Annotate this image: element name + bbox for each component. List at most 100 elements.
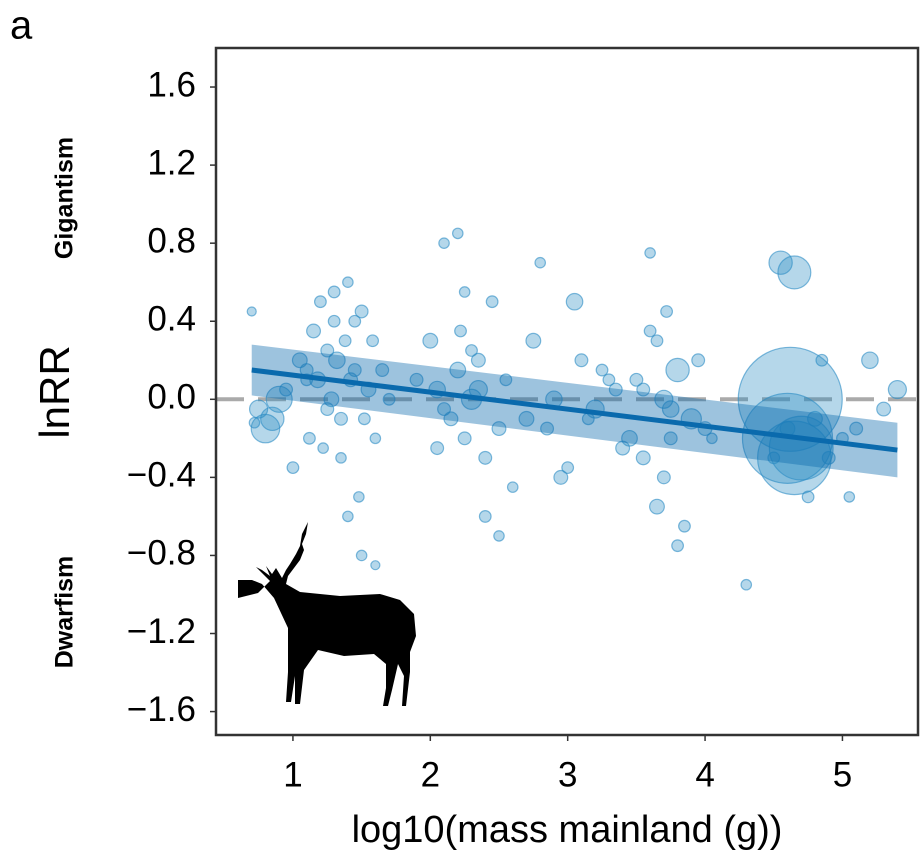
point — [370, 560, 381, 571]
point — [663, 431, 678, 446]
point — [629, 372, 644, 387]
x-tick-label: 5 — [833, 755, 852, 794]
point — [449, 361, 467, 379]
point — [328, 351, 346, 370]
y-tick-label: 0.0 — [147, 378, 196, 417]
point — [643, 324, 657, 338]
y-tick-label: −0.8 — [127, 534, 196, 573]
point — [342, 276, 354, 289]
point — [506, 481, 519, 493]
point — [849, 421, 864, 436]
point — [320, 402, 335, 417]
point — [355, 549, 368, 562]
point — [457, 431, 472, 446]
point — [861, 351, 879, 370]
point — [303, 431, 316, 445]
point — [595, 363, 609, 377]
point — [671, 539, 685, 553]
point — [260, 406, 285, 432]
point — [887, 379, 908, 400]
x-axis-label: log10(mass mainland (g)) — [352, 809, 783, 851]
point — [279, 382, 294, 397]
point — [815, 353, 829, 367]
point — [602, 373, 616, 387]
point — [437, 402, 452, 417]
point — [248, 416, 261, 429]
point — [478, 450, 493, 465]
y-tick-label: 0.8 — [147, 221, 196, 260]
point — [334, 411, 348, 426]
point — [656, 470, 671, 485]
point — [621, 429, 638, 447]
y-tick-label: −1.2 — [127, 612, 196, 651]
fit-line — [251, 367, 898, 453]
point — [644, 247, 656, 259]
y-axis-label: lnRR — [31, 345, 78, 438]
point — [534, 256, 547, 269]
point — [306, 323, 322, 339]
point — [354, 304, 369, 319]
point — [438, 237, 450, 249]
point — [347, 363, 362, 377]
y-tick-label: 1.2 — [147, 143, 196, 182]
point — [650, 334, 664, 348]
point — [540, 421, 555, 436]
point — [443, 411, 459, 427]
point — [635, 450, 651, 466]
point — [654, 389, 674, 409]
x-tick-label: 1 — [283, 755, 302, 794]
point — [409, 372, 424, 387]
x-tick-label: 3 — [558, 755, 577, 794]
annotation: Dwarfism — [51, 556, 79, 669]
point — [313, 295, 327, 309]
point — [499, 373, 513, 387]
point — [465, 344, 478, 357]
point — [458, 286, 471, 298]
point — [843, 491, 856, 503]
x-tick-label: 4 — [695, 755, 714, 794]
point — [661, 400, 680, 418]
point — [357, 412, 371, 426]
point — [430, 441, 445, 456]
point — [265, 385, 293, 413]
point — [740, 578, 753, 591]
point — [518, 410, 535, 427]
point — [353, 491, 365, 503]
point — [807, 410, 823, 427]
point — [451, 227, 464, 240]
point — [342, 510, 354, 523]
point — [768, 415, 834, 481]
point — [574, 353, 589, 368]
point — [454, 324, 467, 338]
annotation: Gigantism — [51, 137, 79, 259]
point — [493, 530, 505, 542]
point — [335, 452, 347, 464]
deer-icon — [238, 522, 416, 706]
point — [422, 332, 439, 349]
point — [338, 334, 352, 348]
point — [691, 353, 706, 368]
point — [348, 314, 362, 328]
point — [478, 509, 492, 523]
point — [369, 432, 382, 445]
point — [737, 346, 843, 452]
point — [375, 363, 390, 377]
point — [608, 382, 623, 397]
point — [317, 442, 329, 454]
point — [366, 334, 380, 348]
point — [327, 285, 341, 299]
point — [660, 305, 674, 318]
panel-label: a — [10, 4, 33, 48]
point — [485, 295, 499, 309]
point — [777, 255, 812, 290]
point — [665, 357, 690, 383]
point — [248, 399, 269, 419]
point — [565, 292, 584, 311]
y-tick-label: −1.6 — [127, 690, 196, 729]
point — [470, 352, 486, 368]
point — [636, 382, 651, 397]
point — [382, 392, 396, 406]
point — [246, 306, 257, 317]
y-tick-label: 0.4 — [147, 299, 196, 338]
